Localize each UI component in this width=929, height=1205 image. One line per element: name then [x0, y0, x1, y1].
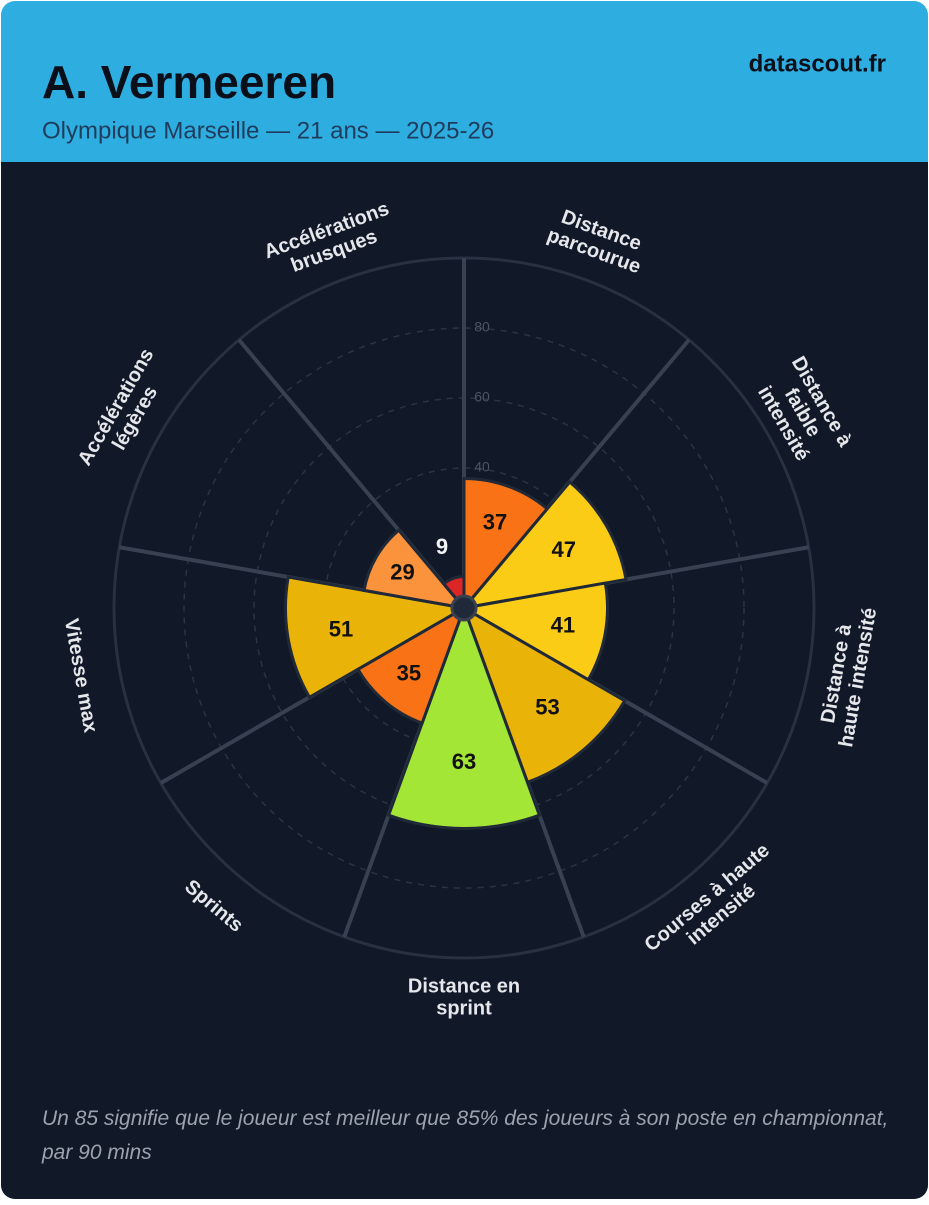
r-tick-label: 80 [474, 319, 490, 335]
source: datascout.fr [749, 50, 886, 77]
r-tick-label: 60 [474, 389, 490, 405]
bar [386, 603, 542, 830]
grid-circle [183, 327, 745, 889]
center-hub [450, 594, 478, 622]
bar [355, 604, 467, 726]
chart-title: A. Vermeeren [42, 56, 336, 108]
footnote: Un 85 signifie que le joueur est meilleu… [42, 1107, 889, 1164]
bar [459, 581, 609, 682]
value-label: 37 [483, 510, 507, 535]
r-tick-label: 40 [474, 459, 490, 475]
value-label: 53 [535, 694, 559, 719]
category-label-line: sprint [436, 997, 492, 1019]
value-label: 41 [551, 612, 575, 637]
value-label: 35 [397, 661, 421, 686]
chart-subtitle: Olympique Marseille — 21 ans — 2025-26 [42, 117, 494, 144]
value-label: 63 [452, 749, 476, 774]
value-label: 47 [551, 537, 575, 562]
value-label: 9 [436, 534, 448, 559]
bar [284, 575, 469, 700]
value-label: 51 [329, 617, 353, 642]
value-label: 29 [390, 559, 414, 584]
bar [461, 604, 627, 785]
bar [462, 476, 550, 613]
bar [460, 479, 628, 611]
category-label-line: Distance en [408, 975, 520, 997]
bar [362, 528, 468, 611]
